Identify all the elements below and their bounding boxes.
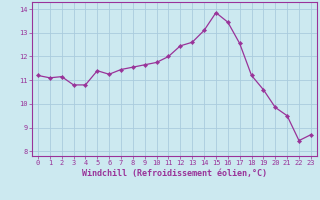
X-axis label: Windchill (Refroidissement éolien,°C): Windchill (Refroidissement éolien,°C): [82, 169, 267, 178]
